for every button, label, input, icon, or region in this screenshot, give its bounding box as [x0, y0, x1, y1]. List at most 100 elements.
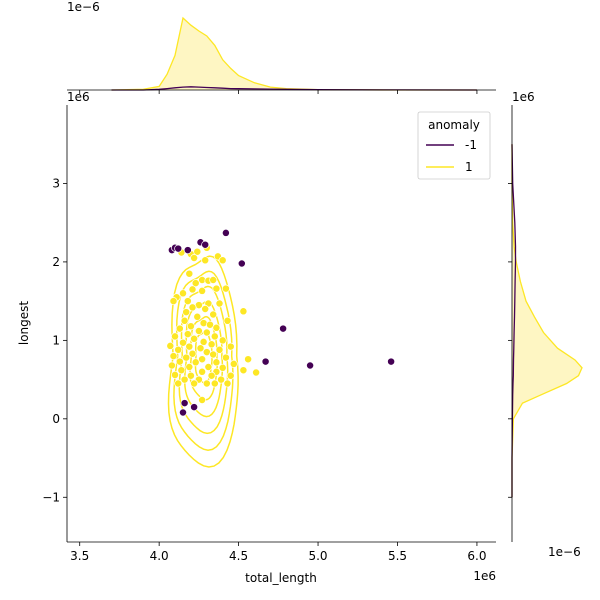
point-anomaly-pos	[218, 363, 227, 372]
point-anomaly-pos	[212, 323, 221, 332]
point-anomaly-pos	[194, 327, 203, 335]
point-anomaly-pos	[175, 324, 184, 333]
point-anomaly-pos	[188, 349, 197, 358]
point-anomaly-pos	[239, 307, 248, 316]
point-anomaly-pos	[191, 279, 200, 288]
point-anomaly-pos	[185, 269, 194, 278]
right-marginal-offset-text: 1e−6	[548, 545, 581, 559]
point-anomaly-neg	[237, 259, 246, 268]
point-anomaly-pos	[207, 371, 216, 380]
point-anomaly-pos	[177, 366, 186, 375]
point-anomaly-pos	[191, 358, 200, 367]
right-marginal-y-offset-text: 1e6	[512, 90, 535, 104]
top-marginal-offset-text: 1e−6	[67, 0, 100, 14]
point-anomaly-pos	[196, 344, 205, 353]
point-anomaly-pos	[252, 368, 261, 377]
point-anomaly-pos	[182, 353, 191, 362]
x-axis-label: total_length	[245, 571, 317, 585]
y-tick-label: 1	[52, 333, 60, 347]
point-anomaly-pos	[226, 371, 235, 380]
point-anomaly-pos	[180, 316, 189, 325]
top-kde-line-pos	[111, 16, 477, 91]
point-anomaly-pos	[182, 308, 191, 317]
point-anomaly-pos	[229, 359, 238, 368]
point-anomaly-pos	[201, 305, 210, 313]
point-anomaly-pos	[185, 363, 194, 371]
point-anomaly-pos	[183, 297, 192, 306]
point-anomaly-pos	[171, 370, 179, 379]
point-anomaly-neg	[306, 361, 315, 370]
legend-label-pos: 1	[465, 160, 473, 174]
point-anomaly-pos	[206, 320, 214, 329]
point-anomaly-neg	[180, 399, 189, 408]
point-anomaly-pos	[183, 330, 192, 339]
top-kde-line-neg	[111, 86, 477, 91]
point-anomaly-neg	[179, 408, 187, 417]
point-anomaly-neg	[279, 324, 288, 333]
right-marginal: 1e6 1e−6	[508, 90, 583, 559]
point-anomaly-pos	[204, 363, 213, 371]
point-anomaly-pos	[199, 337, 208, 346]
point-anomaly-pos	[186, 322, 195, 331]
y-tick-label: 2	[52, 255, 60, 269]
y-offset-text: 1e6	[67, 90, 90, 104]
point-anomaly-pos	[198, 396, 207, 404]
y-tick-label: 0	[52, 412, 60, 426]
point-anomaly-pos	[174, 379, 183, 388]
point-anomaly-pos	[215, 345, 224, 354]
legend-title: anomaly	[428, 118, 480, 132]
point-anomaly-pos	[207, 340, 216, 349]
point-anomaly-pos	[174, 345, 183, 354]
point-anomaly-pos	[218, 256, 227, 265]
point-anomaly-pos	[188, 285, 197, 294]
y-tick-label: −1	[42, 490, 60, 504]
x-tick-label: 5.0	[308, 549, 327, 563]
point-anomaly-pos	[180, 375, 189, 384]
kde-contour	[173, 270, 234, 451]
point-anomaly-neg	[261, 357, 270, 366]
point-anomaly-pos	[209, 276, 218, 284]
point-anomaly-pos	[188, 303, 197, 312]
point-anomaly-pos	[169, 352, 178, 361]
y-axis-label: longest	[17, 301, 31, 346]
x-tick-label: 4.5	[229, 549, 248, 563]
point-anomaly-pos	[186, 371, 195, 380]
right-kde-line-pos	[511, 144, 583, 498]
x-tick-label: 3.5	[70, 549, 89, 563]
point-anomaly-pos	[244, 355, 253, 364]
point-anomaly-neg	[174, 244, 183, 253]
point-anomaly-pos	[166, 341, 175, 350]
point-anomaly-pos	[190, 254, 199, 262]
x-tick-label: 5.5	[388, 549, 407, 563]
point-anomaly-pos	[212, 358, 221, 367]
point-anomaly-pos	[201, 256, 210, 265]
point-anomaly-pos	[198, 367, 207, 376]
right-kde-line-neg	[511, 144, 517, 498]
point-anomaly-pos	[209, 310, 218, 319]
point-anomaly-pos	[193, 247, 202, 256]
point-anomaly-pos	[190, 379, 199, 388]
top-kde-fill-pos	[111, 18, 477, 90]
point-anomaly-pos	[202, 328, 211, 337]
point-anomaly-neg	[190, 403, 199, 412]
x-tick-label: 4.0	[150, 549, 169, 563]
point-anomaly-pos	[167, 361, 176, 370]
kde-contour	[178, 285, 229, 435]
right-kde-fill-pos	[512, 144, 582, 498]
point-anomaly-pos	[209, 350, 218, 359]
point-anomaly-pos	[221, 284, 230, 293]
point-anomaly-pos	[199, 319, 208, 328]
x-tick-label: 6.0	[467, 549, 486, 563]
point-anomaly-pos	[185, 342, 194, 351]
point-anomaly-pos	[210, 332, 219, 341]
point-anomaly-pos	[193, 312, 202, 321]
point-anomaly-neg	[221, 228, 230, 237]
point-anomaly-pos	[202, 379, 211, 388]
point-anomaly-pos	[221, 353, 230, 362]
point-anomaly-pos	[198, 286, 207, 295]
point-anomaly-neg	[183, 246, 192, 255]
point-anomaly-pos	[212, 284, 221, 293]
point-anomaly-pos	[179, 289, 187, 298]
point-anomaly-pos	[169, 297, 178, 306]
point-anomaly-pos	[239, 366, 248, 375]
